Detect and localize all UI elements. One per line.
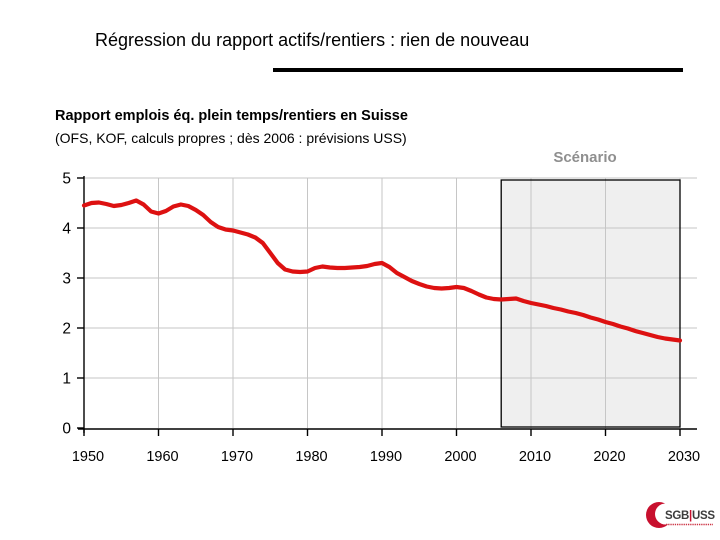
scenario-label: Scénario xyxy=(553,149,617,166)
slide-title: Régression du rapport actifs/rentiers : … xyxy=(95,30,530,50)
x-tick-label: 2020 xyxy=(593,449,625,465)
x-tick-label: 1980 xyxy=(295,449,327,465)
y-tick-label: 5 xyxy=(62,171,71,188)
x-tick-label: 2000 xyxy=(444,449,476,465)
x-tick-label: 2030 xyxy=(668,449,700,465)
y-tick-label: 1 xyxy=(62,371,71,388)
logo-text-sgb: SGB xyxy=(665,510,689,522)
y-tick-label: 3 xyxy=(62,271,71,288)
y-tick-label: 4 xyxy=(62,221,71,238)
title-underline xyxy=(273,68,683,72)
logo-text-uss: USS xyxy=(692,510,715,522)
logo-separator: | xyxy=(689,510,692,522)
x-tick-label: 1970 xyxy=(221,449,253,465)
y-tick-label: 2 xyxy=(62,321,71,338)
sgb-uss-logo: SGB|USS xyxy=(644,492,720,538)
chart-heading: Rapport emplois éq. plein temps/rentiers… xyxy=(55,108,408,124)
x-tick-label: 1950 xyxy=(72,449,104,465)
sgb-uss-crescent-icon xyxy=(646,502,676,528)
y-tick-label: 0 xyxy=(62,421,71,438)
x-tick-label: 1990 xyxy=(370,449,402,465)
chart-source-note: (OFS, KOF, calculs propres ; dès 2006 : … xyxy=(55,130,407,146)
logo-wordmark: SGB|USS xyxy=(665,510,715,522)
data-series-line xyxy=(81,198,683,343)
scenario-region-border xyxy=(500,179,681,428)
x-tick-label: 2010 xyxy=(519,449,551,465)
x-tick-label: 1960 xyxy=(146,449,178,465)
